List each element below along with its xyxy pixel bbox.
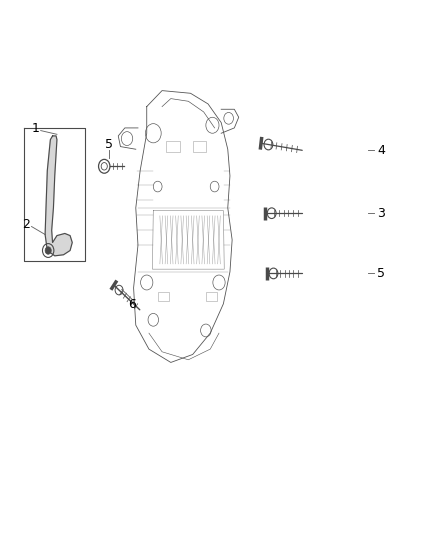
- Text: 5: 5: [105, 139, 113, 151]
- Bar: [193, 141, 206, 152]
- Text: 4: 4: [377, 144, 385, 157]
- Bar: [206, 292, 217, 301]
- Bar: [166, 141, 180, 152]
- Bar: [158, 292, 169, 301]
- Text: 2: 2: [22, 219, 30, 231]
- Text: 1: 1: [32, 123, 40, 135]
- Text: 3: 3: [377, 207, 385, 220]
- Polygon shape: [45, 136, 72, 256]
- Text: 5: 5: [377, 267, 385, 280]
- Circle shape: [45, 247, 51, 254]
- Text: 6: 6: [128, 298, 136, 311]
